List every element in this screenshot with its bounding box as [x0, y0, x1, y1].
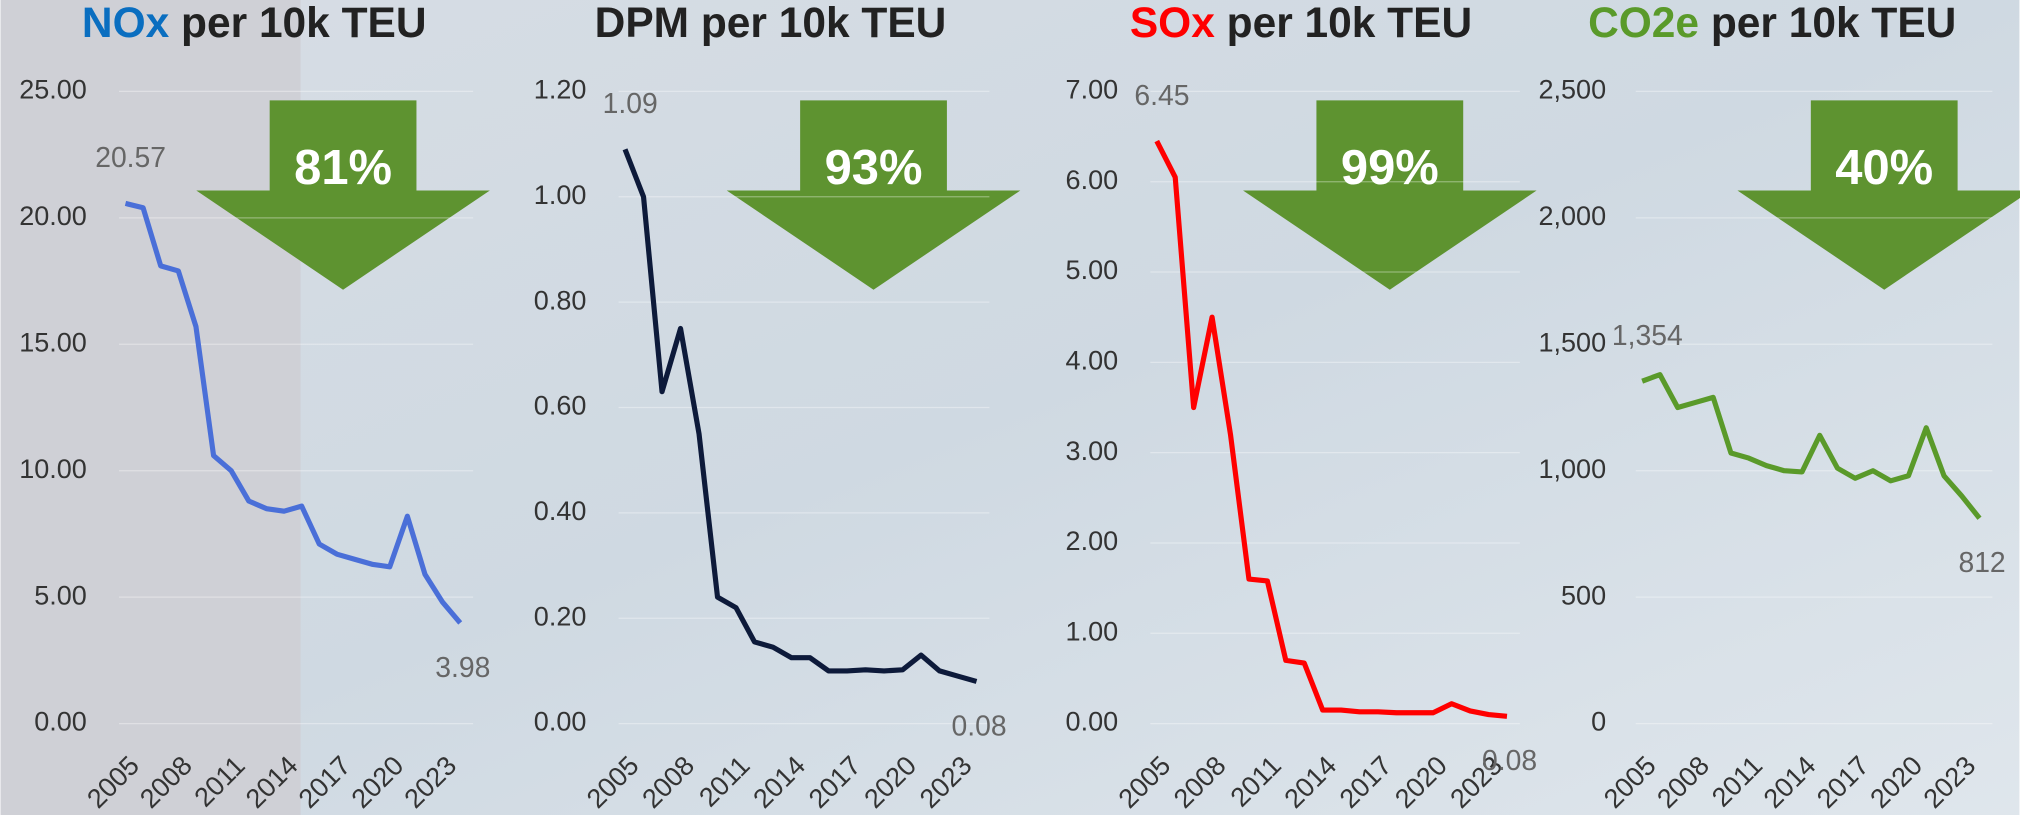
y-tick-label: 0.60: [534, 391, 587, 421]
chart-title: NOx per 10k TEU: [82, 0, 427, 47]
y-tick-label: 20.00: [19, 201, 87, 231]
title-pollutant: SOx: [1130, 0, 1215, 47]
y-tick-label: 0.00: [534, 707, 587, 737]
reduction-arrow: [726, 100, 1021, 290]
title-text: per 10k TEU: [1711, 0, 1956, 47]
series-line: [124, 200, 463, 625]
y-tick-label: 6.00: [1066, 165, 1119, 195]
y-tick-label: 5.00: [34, 580, 87, 610]
y-tick-label: 10.00: [19, 454, 87, 484]
series-line: [1154, 139, 1508, 719]
y-tick-label: 7.00: [1066, 75, 1119, 105]
y-tick-label: 0.00: [34, 707, 87, 737]
y-tick-label: 0.20: [534, 601, 587, 631]
title-text: per 10k TEU: [181, 0, 426, 47]
title-text: per 10k TEU: [1227, 0, 1472, 47]
data-label: 0.08: [1482, 745, 1537, 777]
y-tick-label: 1,000: [1539, 454, 1607, 484]
reduction-label: 93%: [825, 141, 923, 195]
y-tick-label: 500: [1561, 580, 1606, 610]
title-pollutant: DPM: [595, 0, 689, 47]
data-label: 1,354: [1612, 320, 1683, 352]
title-pollutant: NOx: [82, 0, 170, 47]
y-tick-label: 3.00: [1066, 436, 1119, 466]
reduction-arrow: [196, 100, 490, 290]
y-tick-label: 15.00: [19, 327, 87, 357]
y-tick-label: 2.00: [1066, 526, 1119, 556]
title-text: per 10k TEU: [701, 0, 946, 47]
data-label: 812: [1958, 547, 2005, 579]
reduction-label: 81%: [294, 141, 392, 195]
title-pollutant: CO2e: [1588, 0, 1699, 47]
y-tick-label: 5.00: [1066, 255, 1119, 285]
y-tick-label: 4.00: [1066, 345, 1119, 375]
y-tick-label: 25.00: [19, 75, 87, 105]
reduction-label: 99%: [1341, 141, 1439, 195]
data-label: 3.98: [435, 652, 490, 684]
data-label: 6.45: [1134, 80, 1189, 112]
y-tick-label: 1.00: [1066, 616, 1119, 646]
reduction-arrow: [1737, 100, 2020, 290]
reduction-arrow: [1243, 100, 1537, 290]
chart-title: SOx per 10k TEU: [1130, 0, 1472, 47]
data-label: 1.09: [603, 88, 658, 120]
y-tick-label: 0.40: [534, 496, 587, 526]
y-tick-label: 0: [1591, 707, 1606, 737]
data-label: 0.08: [952, 710, 1007, 742]
reduction-label: 40%: [1835, 141, 1933, 195]
y-tick-label: 1,500: [1539, 327, 1607, 357]
y-tick-label: 2,500: [1539, 75, 1607, 105]
chart-title: CO2e per 10k TEU: [1588, 0, 1956, 47]
background-panel: [0, 0, 301, 815]
data-label: 20.57: [95, 142, 166, 174]
chart-title: DPM per 10k TEU: [595, 0, 947, 47]
series-line: [622, 148, 978, 684]
y-tick-label: 0.00: [1066, 707, 1119, 737]
series-line: [1641, 372, 1982, 520]
y-tick-label: 1.00: [534, 180, 587, 210]
y-tick-label: 0.80: [534, 285, 587, 315]
y-tick-label: 1.20: [534, 75, 587, 105]
y-tick-label: 2,000: [1539, 201, 1607, 231]
